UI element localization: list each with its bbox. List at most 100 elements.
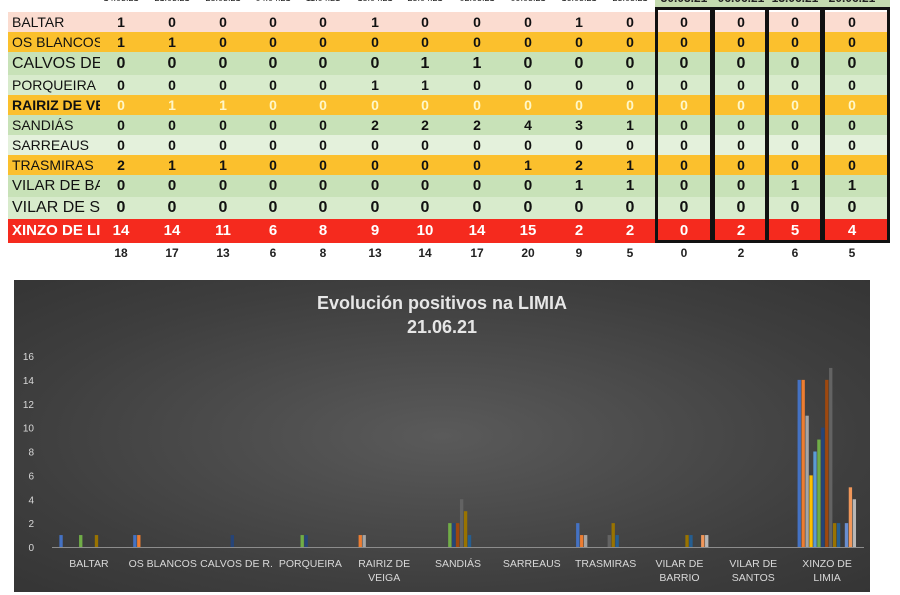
table-cell: 1 — [420, 55, 430, 72]
table-cell: 0 — [680, 117, 688, 133]
bar — [94, 535, 99, 547]
table-cell: 0 — [626, 77, 634, 93]
table-cell: 0 — [473, 157, 481, 173]
bar — [583, 535, 588, 547]
bar — [459, 499, 464, 547]
x-tick-label: TRASMIRAS — [575, 558, 636, 570]
municipality-name: CALVOS DE R. — [12, 55, 100, 72]
total-value: 5 — [848, 246, 856, 260]
highlight-column-box — [712, 7, 768, 243]
table-cell: 1 — [574, 177, 584, 194]
table-cell: 0 — [736, 199, 746, 216]
table-cell: 6 — [268, 222, 278, 239]
table-cell: 15 — [519, 222, 537, 239]
table-cell: 0 — [790, 55, 800, 72]
table-cell: 0 — [167, 55, 177, 72]
table-cell: 0 — [269, 34, 277, 50]
bar — [463, 511, 468, 547]
table-cell: 0 — [117, 137, 125, 153]
table-cell: 5 — [790, 222, 800, 239]
table-cell: 0 — [269, 14, 277, 30]
bar — [848, 487, 853, 547]
table-cell: 0 — [524, 137, 532, 153]
y-tick-label: 8 — [28, 448, 34, 459]
x-tick-label: BALTAR — [69, 558, 109, 570]
table-cell: 0 — [371, 157, 379, 173]
y-tick-label: 14 — [23, 376, 35, 387]
table-cell: 0 — [318, 199, 328, 216]
table-cell: 0 — [218, 55, 228, 72]
table-cell: 0 — [737, 14, 745, 30]
table-cell: 0 — [791, 14, 799, 30]
chart-panel: Evolución positivos na LIMIA 21.06.21 0 2 4 6… — [14, 280, 870, 592]
table-cell: 0 — [679, 55, 689, 72]
table-cell: 0 — [737, 77, 745, 93]
bar — [801, 379, 805, 547]
total-value: 2 — [737, 246, 745, 260]
table-row: SANDIÁS 0 0 0 0 0 2 2 2 4 3 1 0 0 0 0 — [8, 115, 890, 135]
y-tick-label: 16 — [23, 352, 35, 363]
table-cell: 1 — [168, 157, 176, 173]
table-cell: 14 — [468, 222, 486, 239]
bar — [456, 523, 460, 547]
bar — [844, 523, 849, 547]
table-cell: 0 — [168, 77, 176, 93]
bar — [817, 439, 821, 547]
table-cell: 0 — [737, 97, 745, 113]
table-cell: 0 — [269, 117, 277, 133]
total-value: 6 — [791, 246, 799, 260]
table-cell: 0 — [319, 77, 327, 93]
bar — [137, 535, 141, 547]
table-cell: 0 — [736, 177, 746, 194]
table-cell: 1 — [626, 117, 634, 133]
table-cell: 0 — [737, 137, 745, 153]
table-cell: 0 — [523, 177, 533, 194]
table-cell: 0 — [319, 34, 327, 50]
table-cell: 1 — [790, 177, 800, 194]
table-cell: 0 — [575, 97, 583, 113]
table-cell: 0 — [421, 34, 429, 50]
table-cell: 0 — [791, 97, 799, 113]
table-cell: 0 — [167, 177, 177, 194]
bar — [813, 451, 817, 547]
totals-row: 18 17 13 6 8 13 14 17 20 9 5 0 2 6 5 — [0, 246, 900, 262]
highlight-column-box — [655, 7, 713, 243]
table-cell: 0 — [523, 55, 533, 72]
bar — [821, 427, 825, 547]
table-cell: 0 — [680, 157, 688, 173]
highlight-column-box — [766, 7, 823, 243]
total-value: 9 — [575, 246, 583, 260]
table-row: CALVOS DE R. 0 0 0 0 0 0 1 1 0 0 0 0 0 0 0 — [8, 52, 890, 75]
bar — [304, 535, 308, 547]
table-cell: 0 — [524, 77, 532, 93]
x-tick-label: SANDIÁS — [435, 557, 481, 570]
table-cell: 0 — [269, 77, 277, 93]
table-cell: 3 — [575, 117, 583, 133]
table-cell: 0 — [116, 55, 126, 72]
table-cell: 1 — [219, 157, 227, 173]
table-cell: 1 — [626, 157, 634, 173]
bar — [825, 379, 829, 547]
table-cell: 0 — [848, 137, 856, 153]
total-value: 5 — [626, 246, 634, 260]
municipality-name: VILAR DE SANTOS — [12, 199, 100, 216]
table-cell: 2 — [736, 222, 746, 239]
table-cell: 0 — [420, 177, 430, 194]
table-cell: 0 — [371, 97, 379, 113]
total-value: 13 — [216, 246, 230, 260]
positives-table: 14.03.2121.03.2128.03.2104.04.2111.04.21… — [0, 0, 900, 265]
table-cell: 0 — [219, 77, 227, 93]
table-cell: 0 — [218, 177, 228, 194]
table-cell: 0 — [116, 177, 126, 194]
bar — [230, 535, 234, 547]
table-cell: 0 — [219, 34, 227, 50]
total-value: 20 — [521, 246, 535, 260]
table-cell: 0 — [371, 34, 379, 50]
table-cell: 0 — [680, 34, 688, 50]
total-value: 14 — [418, 246, 432, 260]
total-value: 0 — [680, 246, 688, 260]
bar — [576, 523, 580, 547]
y-tick-label: 2 — [28, 519, 34, 530]
bar — [829, 367, 833, 547]
table-cell: 0 — [370, 199, 380, 216]
